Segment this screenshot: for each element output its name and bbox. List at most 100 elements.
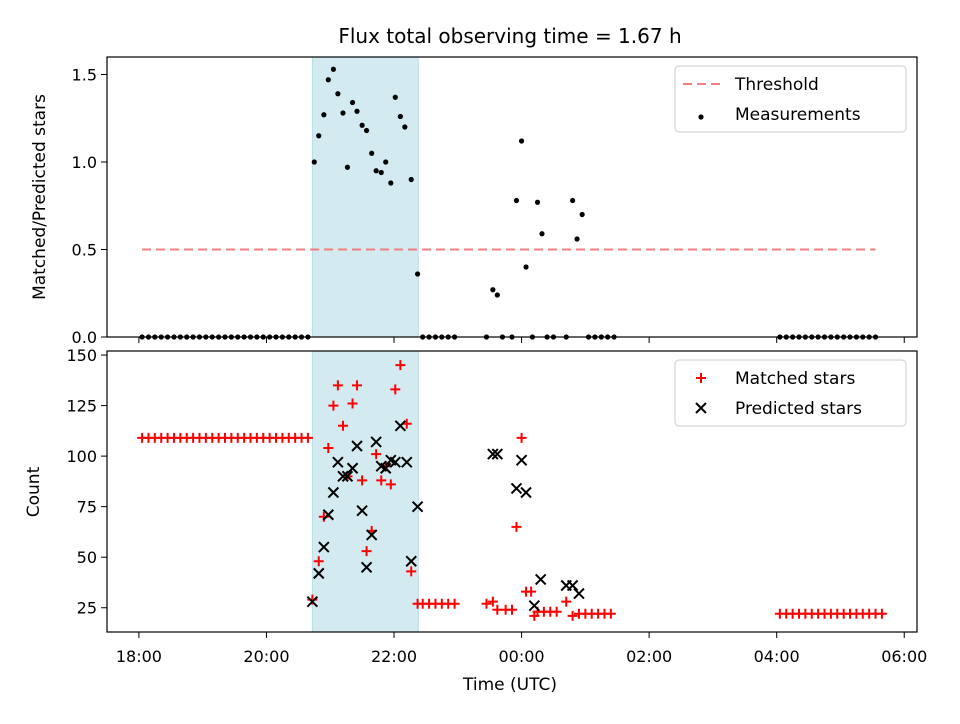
measurement-point	[490, 287, 496, 293]
y-tick-label: 100	[66, 447, 97, 466]
y-tick-label: 75	[77, 498, 97, 517]
predicted-stars-point	[405, 555, 417, 567]
matched-stars-point	[371, 449, 382, 460]
measurement-point	[335, 91, 341, 97]
legend-box	[674, 359, 907, 427]
predicted-stars-point	[337, 470, 349, 483]
predicted-stars-point	[318, 541, 330, 553]
measurement-point	[349, 99, 356, 106]
x-tick-label: 04:00	[754, 647, 800, 666]
measurement-point	[397, 113, 403, 120]
matched-stars-point	[516, 432, 527, 443]
matched-stars-point	[352, 380, 363, 391]
predicted-stars-point	[394, 420, 407, 432]
measurement-point	[523, 264, 529, 270]
predicted-stars-point	[351, 440, 363, 452]
measurement-point	[373, 168, 379, 174]
predicted-stars-point	[356, 504, 368, 517]
panel-count: 25 50 75 100 125 150 18:00 20:00 22:00 00:00 02:00…	[66, 346, 927, 666]
y-tick-label: 0.0	[72, 328, 97, 347]
predicted-stars-point	[327, 486, 340, 499]
predicted-stars-point	[341, 470, 354, 483]
measurement-point	[340, 110, 346, 116]
matched-stars-point	[605, 608, 616, 619]
predicted-stars-point	[322, 509, 335, 521]
x-tick-label: 18:00	[116, 647, 162, 666]
legend: Matched stars Predicted stars	[674, 359, 907, 427]
plot-frame	[106, 56, 918, 338]
matched-stars-point	[337, 420, 348, 431]
x-tick-label: 06:00	[881, 647, 927, 666]
measurement-point	[569, 197, 576, 204]
matched-stars-point	[328, 400, 339, 411]
measurement-point	[354, 108, 360, 114]
predicted-stars-point	[365, 529, 378, 541]
measurement-point	[363, 127, 370, 134]
matched-stars-point	[313, 556, 324, 567]
top-y-axis-label: Matched/Predicted stars	[30, 94, 50, 300]
predicted-stars-point	[491, 448, 504, 460]
matched-stars-point	[390, 384, 401, 395]
measurement-point	[534, 199, 541, 205]
predicted-stars-point	[510, 482, 523, 495]
predicted-stars-point	[313, 567, 325, 580]
y-tick-label: 1.0	[72, 153, 97, 172]
matched-stars-point	[357, 475, 368, 486]
matched-stars-point	[395, 360, 406, 371]
matched-stars-point	[511, 521, 522, 532]
matched-stars-point	[507, 604, 517, 615]
matched-stars-point	[876, 608, 887, 619]
matched-stars-point	[487, 596, 498, 607]
predicted-stars-point	[566, 579, 579, 592]
x-axis-label: Time (UTC)	[462, 675, 557, 695]
matched-stars-point	[406, 566, 417, 577]
legend-label: Threshold	[734, 75, 819, 95]
measurement-point	[518, 138, 525, 144]
measurement-point	[321, 112, 327, 118]
legend-box	[674, 65, 907, 133]
y-tick-label: 125	[66, 397, 97, 416]
y-tick-label: 150	[66, 346, 97, 365]
matched-stars-point	[361, 546, 372, 557]
measurement-point	[408, 176, 414, 183]
bottom-y-axis-label: Count	[24, 466, 44, 517]
chart-title: Flux total observing time = 1.67 h	[338, 24, 681, 48]
x-tick-label: 02:00	[626, 647, 672, 666]
measurement-point	[513, 197, 520, 204]
predicted-stars-point	[389, 456, 401, 468]
measurement-point	[388, 180, 394, 186]
predicted-stars-point	[520, 486, 532, 499]
matched-stars-point	[323, 443, 334, 454]
predicted-stars-point	[346, 462, 359, 474]
y-tick-label: 25	[77, 599, 97, 618]
matched-stars-point	[376, 475, 387, 486]
matched-stars-point	[551, 606, 562, 617]
matched-stars-point	[449, 598, 460, 609]
measurement-point	[330, 66, 337, 72]
matched-stars-point	[567, 610, 578, 621]
measurement-point	[325, 77, 331, 83]
predicted-stars-point	[528, 600, 541, 612]
plot-layer: 0.0 0.5 1.0 1.5 Threshold Measurements 25 50 75 1…	[66, 56, 927, 666]
x-tick-label: 20:00	[243, 647, 289, 666]
measurement-point	[494, 292, 500, 298]
matched-stars-point	[347, 398, 358, 409]
legend: Threshold Measurements	[674, 65, 907, 133]
predicted-stars-point	[360, 561, 373, 574]
predicted-stars-point	[515, 454, 528, 466]
measurement-point	[574, 236, 580, 242]
measurement-point	[359, 122, 365, 128]
measurement-point	[415, 271, 421, 277]
measurement-point	[579, 211, 585, 218]
matched-stars-point	[385, 479, 396, 490]
observing-window-shade	[311, 350, 419, 633]
plot-frame	[106, 350, 918, 633]
panel-ratio: 0.0 0.5 1.0 1.5 Threshold Measurements	[72, 56, 918, 347]
matched-stars-point	[481, 598, 492, 609]
y-tick-label: 50	[77, 548, 97, 567]
matched-stars-point	[332, 380, 343, 391]
legend-label: Predicted stars	[735, 399, 862, 419]
predicted-stars-point	[306, 595, 319, 608]
